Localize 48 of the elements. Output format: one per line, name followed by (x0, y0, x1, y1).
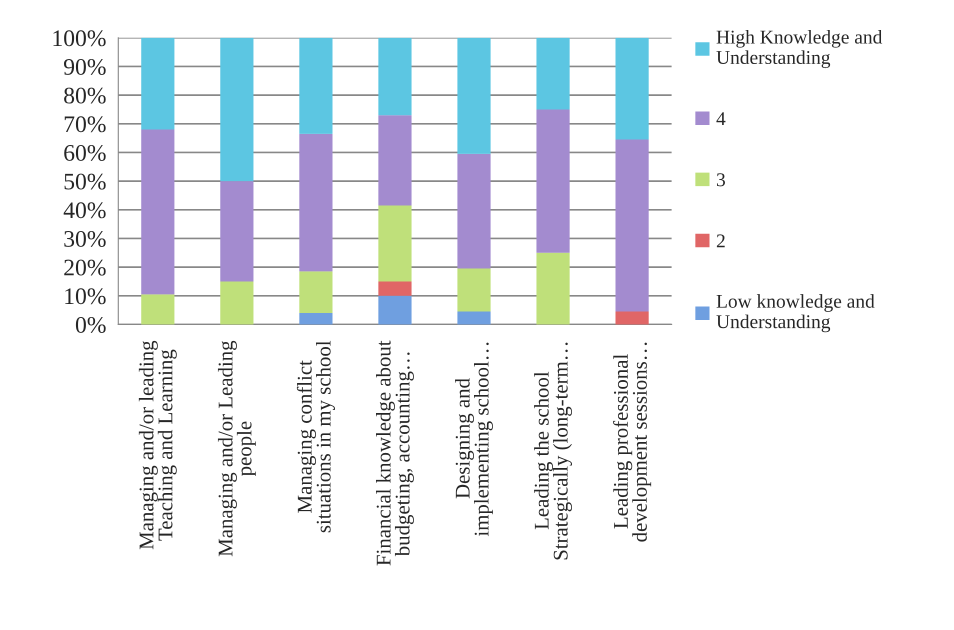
bar (378, 296, 412, 324)
bar (299, 134, 333, 272)
y-tick-label: 90% (64, 58, 106, 75)
bar (220, 181, 254, 282)
bar (141, 294, 174, 324)
x-tick-label: Managing conflict situations in my school (296, 340, 335, 532)
bar (220, 281, 254, 324)
bar (615, 312, 649, 324)
x-tick-label: Managing and/or Leading people (218, 340, 256, 556)
legend-label: 4 (716, 112, 726, 126)
bar (299, 312, 333, 324)
y-tick-label: 100% (53, 30, 106, 46)
y-tick-label: 40% (64, 202, 106, 218)
bar (378, 115, 412, 206)
bar (615, 140, 649, 312)
bar (457, 154, 491, 269)
y-tick-label: 30% (64, 230, 106, 247)
legend-label: High Knowledge and Understanding (716, 30, 882, 68)
bar (536, 252, 570, 324)
x-tick-label: Managing and/or leading Teaching and Learning (138, 340, 177, 550)
y-tick-label: 10% (65, 288, 106, 304)
bar (378, 281, 412, 296)
y-tick-label: 20% (64, 260, 106, 276)
legend-label: 3 (716, 173, 725, 186)
legend-label: Low knowledge and Understanding (716, 294, 875, 332)
legend-label: 2 (716, 234, 725, 248)
y-tick-label: 50% (64, 174, 106, 190)
bar (299, 38, 333, 134)
bar (378, 205, 412, 282)
bar (457, 268, 491, 312)
bar (536, 38, 570, 110)
y-tick-label: 70% (64, 116, 106, 132)
y-tick-label: 80% (64, 88, 106, 104)
x-tick-label: Financial knowledge about budgeting, accounting… (376, 340, 414, 566)
bar (378, 38, 412, 116)
bar (457, 38, 491, 154)
y-tick-label: 0% (76, 316, 106, 333)
x-tick-label: Designing and implementing school… (455, 342, 493, 536)
bar (536, 109, 570, 253)
bar (141, 130, 174, 294)
bar (615, 38, 649, 140)
bar (141, 38, 174, 130)
bar (220, 38, 254, 182)
x-tick-label: Leading the school Strategically (long-term… (534, 342, 572, 560)
bar (299, 271, 333, 313)
bar (457, 312, 491, 324)
y-tick-label: 60% (64, 144, 106, 161)
x-tick-label: Leading professional development sessions… (613, 342, 652, 542)
